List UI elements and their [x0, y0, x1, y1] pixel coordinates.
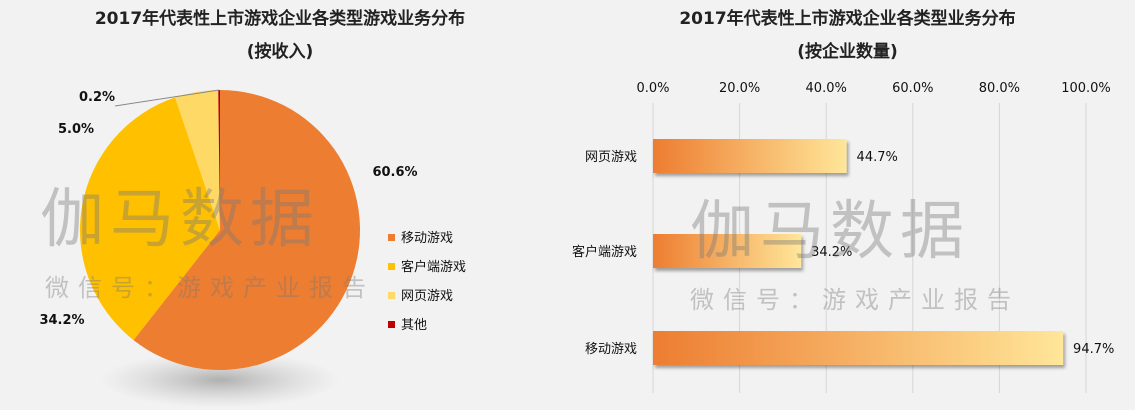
pie-chart-title: 2017年代表性上市游戏企业各类型游戏业务分布: [94, 9, 466, 29]
bar-chart-subtitle: (按企业数量): [797, 42, 898, 62]
pie-slice: [175, 90, 220, 231]
legend-swatch: [388, 321, 395, 328]
bar: [653, 331, 1064, 365]
pie-data-label: 60.6%: [372, 165, 417, 180]
bar-chart-panel: 2017年代表性上市游戏企业各类型业务分布 (按企业数量) 0.0% 20.0% 4…: [560, 0, 1135, 410]
watermark-subtext: 微信号：游戏产业报告: [690, 286, 1020, 314]
x-tick-label: 100.0%: [1061, 81, 1111, 96]
x-tick-label: 60.0%: [892, 81, 933, 96]
x-tick-label: 80.0%: [979, 81, 1020, 96]
bar-chart-title: 2017年代表性上市游戏企业各类型业务分布: [679, 9, 1016, 29]
bar-value-label: 34.2%: [811, 245, 852, 260]
watermark-subtext: 微信号：游戏产业报告: [45, 274, 375, 302]
category-label: 网页游戏: [585, 150, 637, 165]
category-label: 移动游戏: [585, 342, 637, 357]
leader-line: [114, 89, 220, 107]
pie-chart-subtitle: (按收入): [246, 42, 314, 62]
legend-label: 其他: [401, 318, 427, 333]
bar: [653, 234, 802, 268]
watermark-logo-text: 伽马数据: [40, 183, 320, 257]
watermark-logo-text: 伽马数据: [690, 195, 970, 269]
legend-label: 移动游戏: [401, 231, 453, 246]
legend-swatch: [388, 263, 395, 270]
legend-swatch: [388, 292, 395, 299]
x-tick-label: 0.0%: [636, 81, 669, 96]
legend-swatch: [388, 234, 395, 241]
pie-slice: [133, 90, 360, 370]
pie-slice: [218, 90, 220, 230]
bar: [653, 139, 847, 173]
x-tick-label: 40.0%: [806, 81, 847, 96]
legend-label: 网页游戏: [401, 289, 453, 304]
bar-chart: 0.0% 20.0% 40.0% 60.0% 80.0% 100.0% 网页游戏 44.7% 客…: [572, 81, 1114, 393]
bar-value-label: 44.7%: [857, 150, 898, 165]
pie-shadow: [100, 352, 340, 408]
category-label: 客户端游戏: [572, 244, 637, 260]
pie-data-label: 5.0%: [58, 122, 94, 137]
bar-value-label: 94.7%: [1073, 342, 1114, 357]
pie-chart-panel: 2017年代表性上市游戏企业各类型游戏业务分布 (按收入) 60.6% 34.2%…: [0, 0, 560, 410]
x-tick-label: 20.0%: [719, 81, 760, 96]
legend-label: 客户端游戏: [401, 259, 466, 275]
pie-slice: [80, 97, 220, 341]
pie-data-label: 34.2%: [39, 313, 84, 328]
pie-data-label: 0.2%: [79, 90, 115, 105]
